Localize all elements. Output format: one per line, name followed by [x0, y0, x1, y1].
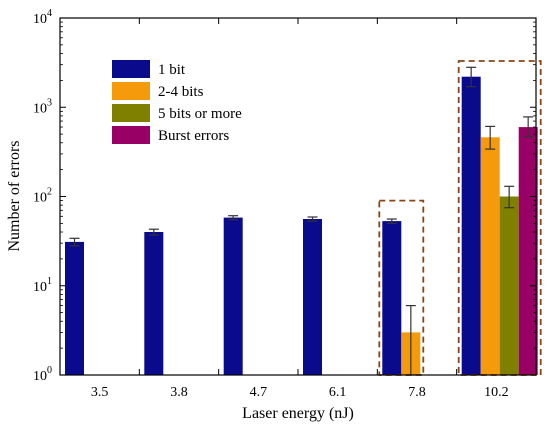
bars-layer [65, 76, 538, 375]
bar-4-10-2 [518, 127, 538, 375]
bar-1-10-2 [461, 76, 481, 375]
y-tick-label: 102 [33, 187, 52, 206]
x-tick-label: 3.5 [91, 385, 109, 400]
legend-swatch [112, 104, 150, 122]
bar-1-4-7 [223, 217, 243, 375]
y-tick-label: 101 [33, 276, 52, 295]
bar-3-10-2 [499, 196, 519, 375]
legend-swatch [112, 82, 150, 100]
y-axis-title: Number of errors [6, 140, 23, 251]
legend-label: 2-4 bits [158, 84, 204, 100]
error-bar [386, 218, 397, 224]
y-tick-label: 103 [33, 97, 52, 116]
error-bar [228, 215, 239, 221]
y-tick-label: 104 [33, 8, 52, 27]
bar-2-10-2 [480, 137, 500, 375]
y-tick-label: 100 [33, 365, 52, 384]
x-tick-label: 10.2 [484, 385, 509, 400]
error-bar [307, 216, 318, 222]
bar-1-7-8 [382, 221, 402, 375]
highlight-box-2 [457, 60, 542, 376]
error-bar [148, 228, 159, 236]
legend-swatch [112, 60, 150, 78]
error-bar [504, 185, 515, 209]
x-tick-label: 7.8 [408, 385, 426, 400]
x-tick-label: 3.8 [170, 385, 188, 400]
ticks-layer: 100 101 102 103 104 3.5 3.8 4.7 6.1 7.8 10.2 [33, 8, 536, 400]
bar-1-3-5 [65, 241, 84, 375]
error-bar [69, 237, 80, 247]
error-bar [466, 66, 477, 88]
legend-label: Burst errors [158, 128, 229, 144]
errorbar-layer [69, 66, 534, 376]
x-tick-label: 6.1 [329, 385, 347, 400]
error-bar [523, 116, 534, 138]
x-tick-label: 4.7 [250, 385, 268, 400]
legend-label: 1 bit [158, 62, 186, 78]
x-axis-title: Laser energy (nJ) [242, 405, 354, 422]
bar-1-3-8 [144, 232, 164, 375]
legend: 1 bit 2-4 bits 5 bits or more Burst errors [112, 60, 242, 144]
bar-1-6-1 [303, 219, 322, 375]
error-bar [485, 125, 496, 150]
legend-label: 5 bits or more [158, 106, 242, 122]
legend-swatch [112, 126, 150, 144]
